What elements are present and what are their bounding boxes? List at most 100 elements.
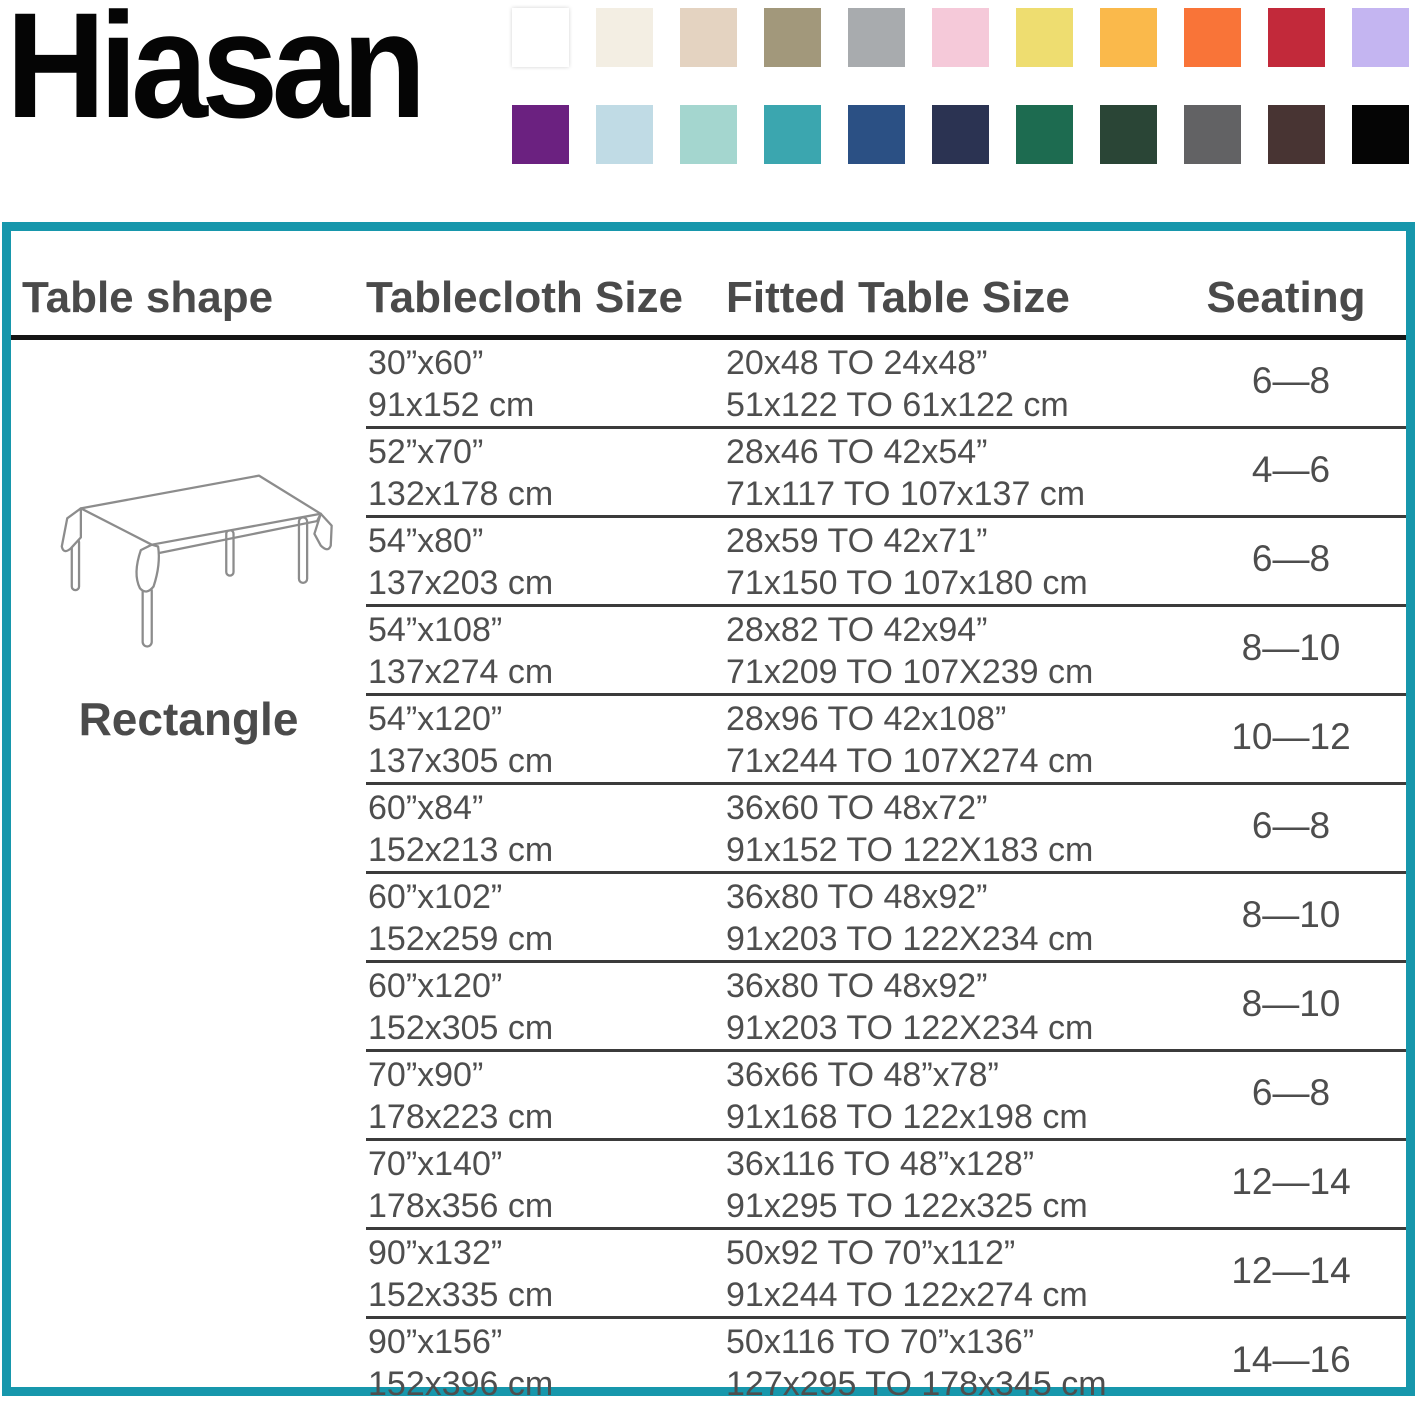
color-swatch-lavender — [1352, 8, 1409, 67]
tablecloth-size-cm: 178x223 cm — [368, 1098, 554, 1136]
fitted-table-size-cell: 50x116 TO 70”x136” 127x295 TO 178x345 cm — [726, 1321, 1176, 1405]
fitted-size-inches: 36x66 TO 48”x78” — [726, 1056, 999, 1094]
tablecloth-size-cm: 152x396 cm — [368, 1365, 554, 1403]
fitted-size-cm: 51x122 TO 61x122 cm — [726, 386, 1069, 424]
tablecloth-size-cell: 90”x132” 152x335 cm — [366, 1232, 726, 1316]
color-swatch-gray — [848, 8, 905, 67]
table-header-row: Table shape Tablecloth Size Fitted Table… — [11, 231, 1406, 340]
seating-cell: 10—12 — [1176, 698, 1406, 782]
tablecloth-size-inches: 54”x108” — [368, 611, 503, 649]
seating-value: 12—14 — [1231, 1250, 1351, 1291]
tablecloth-size-inches: 90”x156” — [368, 1323, 503, 1361]
seating-cell: 12—14 — [1176, 1143, 1406, 1227]
tablecloth-size-inches: 70”x90” — [368, 1056, 484, 1094]
header-table-shape: Table shape — [22, 273, 274, 322]
color-swatch-brown — [1268, 105, 1325, 164]
fitted-table-size-cell: 28x82 TO 42x94” 71x209 TO 107X239 cm — [726, 609, 1176, 693]
fitted-size-cm: 91x168 TO 122x198 cm — [726, 1098, 1088, 1136]
tablecloth-size-cm: 152x259 cm — [368, 920, 554, 958]
color-swatch-orange — [1184, 8, 1241, 67]
tablecloth-size-cm: 152x213 cm — [368, 831, 554, 869]
color-swatch-light-blue — [596, 105, 653, 164]
fitted-size-cm: 91x244 TO 122x274 cm — [726, 1276, 1088, 1314]
color-swatch-beige — [680, 8, 737, 67]
size-rows: 30”x60” 91x152 cm 20x48 TO 24x48” 51x122… — [366, 340, 1406, 1403]
table-row: 90”x132” 152x335 cm 50x92 TO 70”x112” 91… — [366, 1227, 1406, 1316]
color-swatch-purple — [512, 105, 569, 164]
table-body: Rectangle 30”x60” 91x152 cm 20x48 TO 24x… — [11, 340, 1406, 1403]
fitted-size-inches: 36x80 TO 48x92” — [726, 967, 988, 1005]
seating-cell: 4—6 — [1176, 431, 1406, 515]
color-swatch-aqua — [680, 105, 737, 164]
table-shape-cell: Rectangle — [11, 340, 366, 1399]
fitted-size-cm: 91x295 TO 122x325 cm — [726, 1187, 1088, 1225]
shape-label: Rectangle — [78, 693, 299, 745]
seating-cell: 6—8 — [1176, 342, 1406, 426]
size-chart-table: Table shape Tablecloth Size Fitted Table… — [2, 222, 1415, 1403]
seating-value: 10—12 — [1231, 716, 1351, 757]
seating-cell: 12—14 — [1176, 1232, 1406, 1316]
color-swatch-teal — [764, 105, 821, 164]
tablecloth-size-inches: 60”x84” — [368, 789, 484, 827]
fitted-size-cm: 71x117 TO 107x137 cm — [726, 475, 1086, 513]
table-row: 60”x102” 152x259 cm 36x80 TO 48x92” 91x2… — [366, 871, 1406, 960]
fitted-table-size-cell: 36x80 TO 48x92” 91x203 TO 122X234 cm — [726, 965, 1176, 1049]
tablecloth-size-cm: 137x305 cm — [368, 742, 554, 780]
table-row: 70”x140” 178x356 cm 36x116 TO 48”x128” 9… — [366, 1138, 1406, 1227]
seating-value: 14—16 — [1231, 1339, 1351, 1380]
table-row: 60”x84” 152x213 cm 36x60 TO 48x72” 91x15… — [366, 782, 1406, 871]
seating-value: 6—8 — [1251, 538, 1331, 579]
seating-value: 8—10 — [1241, 983, 1341, 1024]
tablecloth-size-cm: 178x356 cm — [368, 1187, 554, 1225]
seating-cell: 6—8 — [1176, 520, 1406, 604]
color-swatch-red — [1268, 8, 1325, 67]
tablecloth-size-cell: 52”x70” 132x178 cm — [366, 431, 726, 515]
color-swatch-black — [1352, 105, 1409, 164]
fitted-table-size-cell: 36x116 TO 48”x128” 91x295 TO 122x325 cm — [726, 1143, 1176, 1227]
tablecloth-size-inches: 60”x102” — [368, 878, 503, 916]
tablecloth-size-inches: 30”x60” — [368, 344, 484, 382]
seating-value: 12—14 — [1231, 1161, 1351, 1202]
seating-cell: 14—16 — [1176, 1321, 1406, 1405]
header-fitted-table-size: Fitted Table Size — [726, 273, 1070, 322]
color-swatch-ivory — [596, 8, 653, 67]
fitted-table-size-cell: 28x96 TO 42x108” 71x244 TO 107X274 cm — [726, 698, 1176, 782]
table-row: 60”x120” 152x305 cm 36x80 TO 48x92” 91x2… — [366, 960, 1406, 1049]
fitted-size-cm: 71x150 TO 107x180 cm — [726, 564, 1088, 602]
color-swatch-blue — [848, 105, 905, 164]
tablecloth-size-inches: 54”x80” — [368, 522, 484, 560]
fitted-table-size-cell: 36x66 TO 48”x78” 91x168 TO 122x198 cm — [726, 1054, 1176, 1138]
color-swatch-dark-green — [1100, 105, 1157, 164]
color-swatch-dark-gray — [1184, 105, 1241, 164]
fitted-size-cm: 91x152 TO 122X183 cm — [726, 831, 1094, 869]
tablecloth-size-cell: 30”x60” 91x152 cm — [366, 342, 726, 426]
tablecloth-size-cell: 60”x102” 152x259 cm — [366, 876, 726, 960]
seating-cell: 8—10 — [1176, 609, 1406, 693]
table-row: 54”x108” 137x274 cm 28x82 TO 42x94” 71x2… — [366, 604, 1406, 693]
header-seating: Seating — [1206, 273, 1366, 322]
seating-value: 4—6 — [1251, 449, 1331, 490]
swatch-row — [512, 8, 1409, 67]
brand-logo: Hiasan — [6, 0, 426, 149]
seating-cell: 6—8 — [1176, 787, 1406, 871]
fitted-table-size-cell: 28x59 TO 42x71” 71x150 TO 107x180 cm — [726, 520, 1176, 604]
tablecloth-size-cell: 60”x84” 152x213 cm — [366, 787, 726, 871]
seating-value: 6—8 — [1251, 360, 1331, 401]
fitted-size-inches: 28x46 TO 42x54” — [726, 433, 988, 471]
color-swatch-navy — [932, 105, 989, 164]
tablecloth-size-cm: 152x305 cm — [368, 1009, 554, 1047]
color-swatch-gold — [1100, 8, 1157, 67]
table-row: 54”x120” 137x305 cm 28x96 TO 42x108” 71x… — [366, 693, 1406, 782]
color-swatch-yellow — [1016, 8, 1073, 67]
fitted-size-cm: 91x203 TO 122X234 cm — [726, 920, 1094, 958]
fitted-size-inches: 36x116 TO 48”x128” — [726, 1145, 1035, 1183]
fitted-size-inches: 36x60 TO 48x72” — [726, 789, 988, 827]
fitted-size-inches: 20x48 TO 24x48” — [726, 344, 988, 382]
tablecloth-size-cm: 152x335 cm — [368, 1276, 554, 1314]
tablecloth-size-cell: 54”x108” 137x274 cm — [366, 609, 726, 693]
table-row: 90”x156” 152x396 cm 50x116 TO 70”x136” 1… — [366, 1316, 1406, 1405]
fitted-size-cm: 71x244 TO 107X274 cm — [726, 742, 1094, 780]
fitted-size-cm: 71x209 TO 107X239 cm — [726, 653, 1094, 691]
header-tablecloth-size: Tablecloth Size — [366, 273, 684, 322]
fitted-table-size-cell: 28x46 TO 42x54” 71x117 TO 107x137 cm — [726, 431, 1176, 515]
